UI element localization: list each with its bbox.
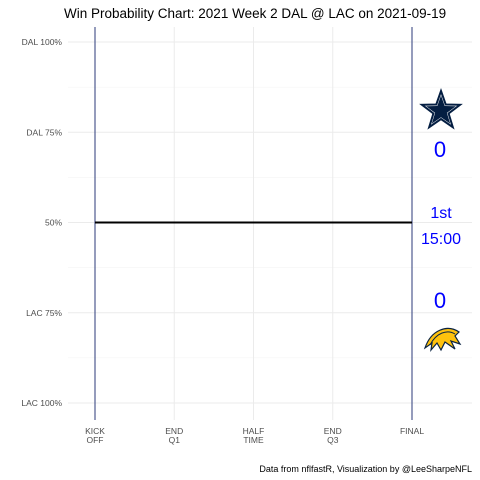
game-clock: 15:00 (421, 231, 461, 248)
x-tick-label: END (324, 426, 342, 436)
chart-title: Win Probability Chart: 2021 Week 2 DAL @… (64, 6, 446, 21)
x-tick-label: END (165, 426, 183, 436)
y-tick-label: LAC 75% (26, 308, 62, 318)
x-tick-label: HALF (243, 426, 265, 436)
x-tick-label-line2: Q3 (327, 435, 339, 445)
cowboys-star-icon (419, 87, 463, 130)
caption: Data from nflfastR, Visualization by @Le… (259, 464, 472, 474)
y-axis-ticks: DAL 100% DAL 75% 50% LAC 75% LAC 100% (21, 37, 62, 408)
y-tick-label: DAL 75% (26, 127, 62, 137)
chargers-bolt-icon (423, 327, 462, 352)
x-tick-label: KICK (85, 426, 105, 436)
x-tick-label: FINAL (400, 426, 424, 436)
quarter-label: 1st (430, 205, 452, 222)
x-tick-label-line2: TIME (243, 435, 264, 445)
x-tick-label-line2: Q1 (169, 435, 181, 445)
y-tick-label: LAC 100% (21, 398, 62, 408)
y-tick-label: 50% (45, 218, 62, 228)
away-score: 0 (434, 288, 446, 313)
x-tick-label-line2: OFF (87, 435, 104, 445)
home-score: 0 (434, 137, 446, 162)
y-tick-label: DAL 100% (22, 37, 63, 47)
